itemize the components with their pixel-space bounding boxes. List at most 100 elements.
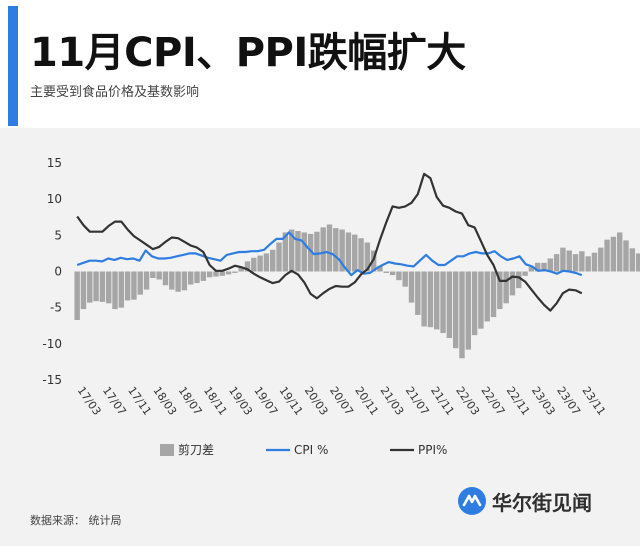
- header: 11月CPI、PPI跌幅扩大 主要受到食品价格及基数影响: [0, 0, 640, 128]
- bar-scissors-gap: [465, 271, 472, 350]
- bar-scissors-gap: [509, 271, 516, 296]
- bar-scissors-gap: [471, 271, 478, 336]
- bar-scissors-gap: [288, 229, 295, 272]
- bar-scissors-gap: [143, 271, 150, 290]
- bar-scissors-gap: [352, 234, 358, 272]
- bar-scissors-gap: [181, 271, 188, 291]
- x-tick-label: 17/11: [125, 384, 154, 417]
- y-tick-label: 0: [54, 265, 62, 279]
- bar-scissors-gap: [74, 271, 80, 320]
- bar-scissors-gap: [93, 271, 99, 302]
- bar-scissors-gap: [629, 248, 636, 272]
- bar-scissors-gap: [131, 271, 137, 300]
- bar-scissors-gap: [307, 233, 314, 272]
- bar-scissors-gap: [560, 247, 566, 272]
- bar-scissors-gap: [534, 262, 541, 272]
- bar-scissors-gap: [118, 271, 125, 308]
- bar-scissors-gap: [522, 271, 528, 276]
- bar-scissors-gap: [446, 271, 453, 339]
- x-tick-label: 22/11: [504, 384, 533, 417]
- legend-swatch: [160, 444, 174, 456]
- x-axis: 17/0317/0717/1118/0318/0718/1119/0319/07…: [75, 384, 609, 417]
- y-tick-label: 15: [47, 156, 62, 170]
- x-tick-label: 19/03: [226, 384, 255, 417]
- chart: 15 10 5 0 -5 -10 -15 17/0317/0717/1118/0318/07…: [42, 156, 640, 457]
- bar-scissors-gap: [282, 232, 289, 272]
- y-axis: 15 10 5 0 -5 -10 -15: [42, 156, 62, 387]
- bar-scissors-gap: [213, 271, 219, 277]
- bar-scissors-gap: [320, 227, 326, 272]
- bar-scissors-gap: [421, 271, 427, 327]
- x-tick-label: 22/03: [453, 384, 482, 417]
- bar-scissors-gap: [572, 254, 579, 272]
- accent-bar: [8, 6, 18, 126]
- y-tick-label: 5: [54, 228, 62, 242]
- bar-scissors-gap: [604, 239, 610, 272]
- bar-scissors-gap: [232, 271, 238, 273]
- bar-scissors-gap: [427, 271, 434, 328]
- x-tick-label: 23/07: [554, 384, 583, 417]
- data-source: 数据来源： 统计局: [30, 514, 122, 527]
- x-tick-label: 20/03: [302, 384, 331, 417]
- bar-scissors-gap: [459, 271, 465, 359]
- bar-scissors-gap: [99, 271, 106, 302]
- bar-scissors-gap: [244, 261, 251, 272]
- bar-scissors-gap: [610, 236, 617, 272]
- bar-scissors-gap: [162, 271, 169, 286]
- bar-scissors-gap: [295, 230, 301, 272]
- bar-scissors-gap: [497, 271, 503, 310]
- line-series: [76, 172, 583, 312]
- legend-label: CPI %: [294, 443, 328, 457]
- bar-scissors-gap: [339, 229, 345, 272]
- y-tick-label: -10: [42, 337, 62, 351]
- y-tick-label: -5: [50, 301, 62, 315]
- bar-scissors-gap: [206, 271, 213, 278]
- bar-scissors-gap: [150, 271, 156, 279]
- bar-scissors-gap: [257, 255, 263, 272]
- bar-scissors-gap: [80, 271, 87, 310]
- y-tick-label: -15: [42, 373, 62, 387]
- bar-scissors-gap: [484, 271, 490, 322]
- bar-scissors-gap: [528, 267, 535, 272]
- bar-scissors-gap: [326, 224, 333, 272]
- brand: 华尔街见闻: [458, 486, 592, 516]
- x-tick-label: 17/03: [75, 384, 104, 417]
- bar-scissors-gap: [175, 271, 181, 292]
- bar-scissors-gap: [87, 271, 93, 303]
- x-tick-label: 19/07: [251, 384, 280, 417]
- bar-scissors-gap: [156, 271, 162, 280]
- page-subtitle: 主要受到食品价格及基数影响: [30, 85, 200, 100]
- bar-scissors-gap: [263, 253, 270, 272]
- x-tick-label: 17/07: [100, 384, 129, 417]
- bar-scissors-gap: [187, 271, 194, 285]
- bar-scissors-gap: [383, 271, 389, 273]
- brand-name: 华尔街见闻: [492, 490, 592, 515]
- bar-series: [74, 224, 640, 359]
- legend-label: 剪刀差: [178, 442, 214, 457]
- x-tick-label: 18/03: [150, 384, 179, 417]
- x-tick-label: 21/11: [428, 384, 457, 417]
- bar-scissors-gap: [225, 271, 232, 275]
- bar-scissors-gap: [541, 262, 547, 272]
- bar-scissors-gap: [434, 271, 440, 330]
- bar-scissors-gap: [402, 271, 408, 287]
- bar-scissors-gap: [200, 271, 207, 281]
- bar-scissors-gap: [377, 265, 383, 272]
- bar-scissors-gap: [579, 251, 585, 272]
- bar-scissors-gap: [364, 242, 371, 272]
- bar-scissors-gap: [490, 271, 497, 318]
- bar-scissors-gap: [553, 254, 560, 272]
- bar-scissors-gap: [333, 228, 339, 272]
- bar-scissors-gap: [358, 238, 364, 272]
- bar-scissors-gap: [251, 257, 257, 272]
- x-tick-label: 18/07: [176, 384, 205, 417]
- bar-scissors-gap: [314, 231, 320, 272]
- x-tick-label: 18/11: [201, 384, 230, 417]
- bar-scissors-gap: [345, 232, 352, 272]
- bar-scissors-gap: [591, 252, 598, 272]
- legend-label: PPI%: [418, 443, 447, 457]
- x-tick-label: 21/07: [403, 384, 432, 417]
- bar-scissors-gap: [124, 271, 131, 301]
- legend: 剪刀差 CPI % PPI%: [160, 442, 447, 457]
- bar-scissors-gap: [408, 271, 415, 303]
